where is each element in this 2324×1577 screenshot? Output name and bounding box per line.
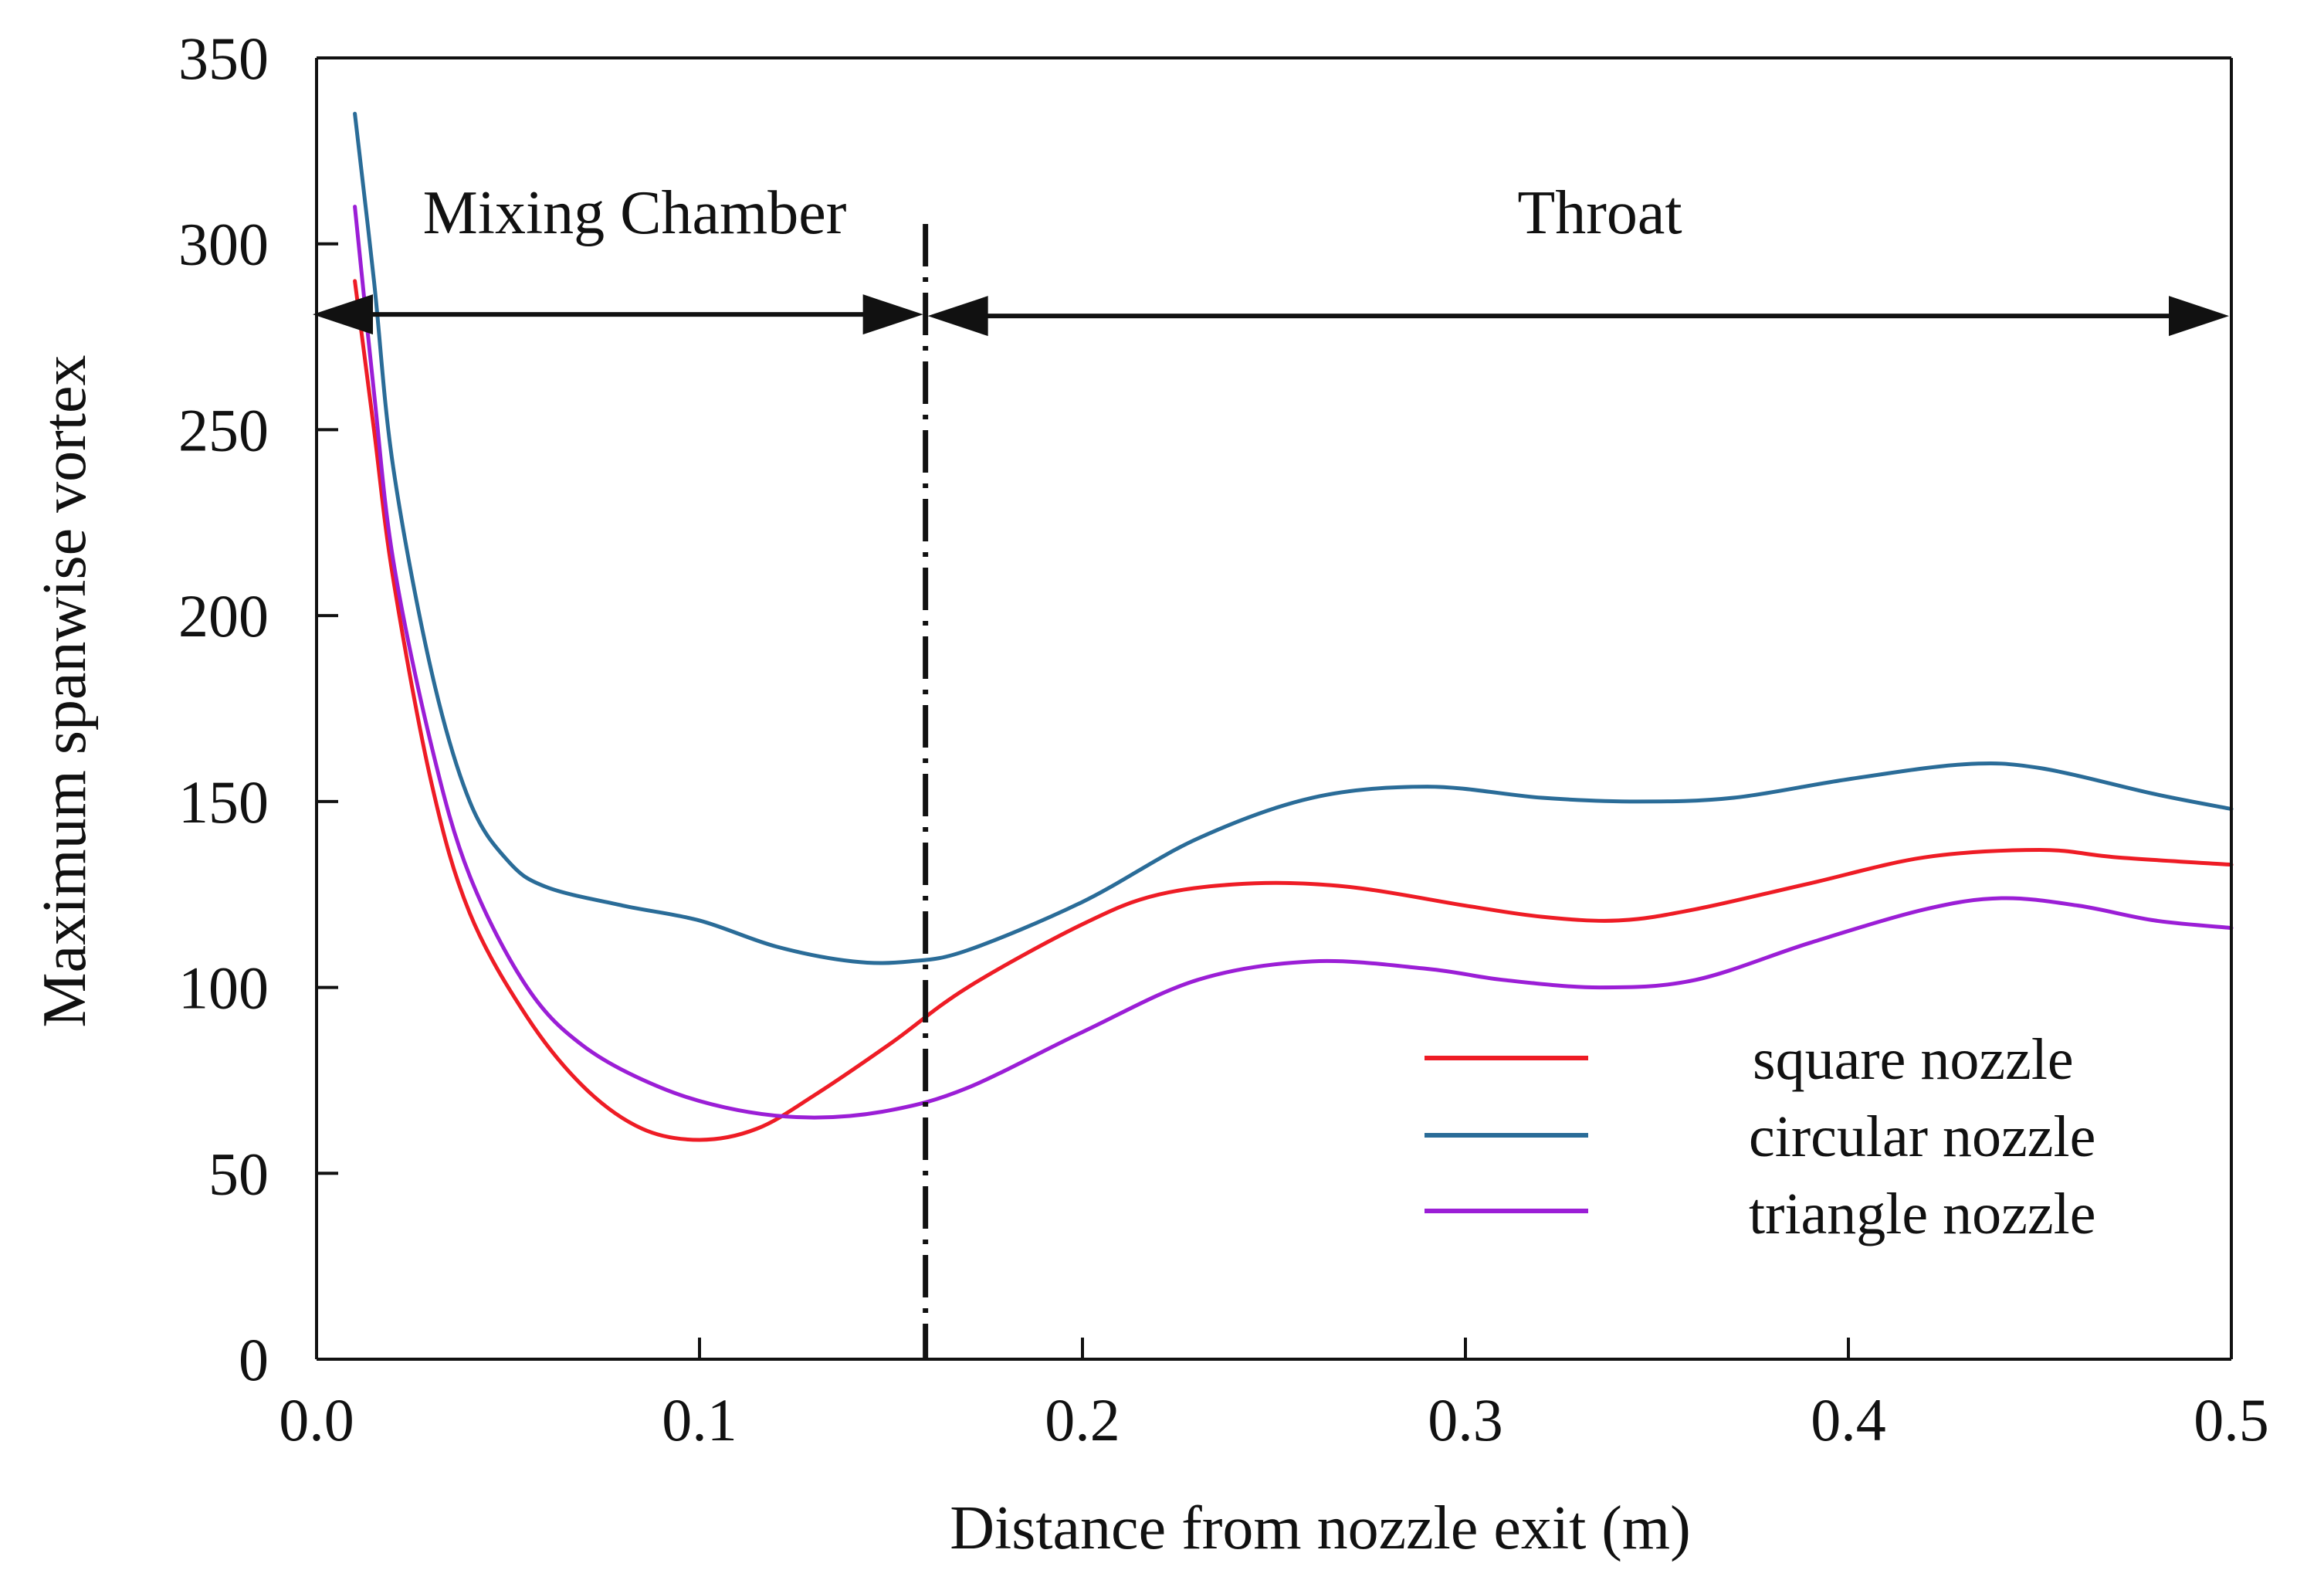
throat-arrow-right-head <box>2169 296 2229 337</box>
legend-label-square: square nozzle <box>1753 1027 2074 1092</box>
region-label-mixing-chamber: Mixing Chamber <box>423 179 847 247</box>
triangle-nozzle-line <box>353 205 2234 1120</box>
y-tick-label: 200 <box>178 582 269 649</box>
x-tick-label: 0.4 <box>1811 1386 1886 1453</box>
series-layer <box>353 111 2234 1142</box>
annotation-layer: Mixing Chamber Throat <box>313 179 2229 1359</box>
y-tick-label: 100 <box>178 955 269 1022</box>
x-tick-label: 0.1 <box>662 1386 737 1453</box>
mixing-chamber-arrow-right-head <box>862 294 923 335</box>
y-tick-label: 300 <box>178 211 269 278</box>
circular-nozzle-line <box>353 111 2234 965</box>
axes-layer <box>315 56 2233 1361</box>
x-tick-label: 0.0 <box>279 1386 354 1453</box>
legend: square nozzle circular nozzle triangle n… <box>1425 1027 2095 1246</box>
legend-label-circular: circular nozzle <box>1749 1104 2095 1169</box>
y-tick-label: 50 <box>208 1140 269 1207</box>
throat-arrow-left-head <box>927 296 988 337</box>
x-tick-label: 0.2 <box>1045 1386 1120 1453</box>
square-nozzle-line <box>353 279 2234 1142</box>
x-tick-label: 0.5 <box>2194 1386 2269 1453</box>
region-label-throat: Throat <box>1517 179 1682 247</box>
y-tick-label: 0 <box>239 1326 269 1393</box>
y-tick-label: 150 <box>178 768 269 836</box>
y-tick-label: 350 <box>178 25 269 92</box>
ticks-layer: 0.0 0.1 0.2 0.3 0.4 0.5 0 50 100 150 200 250 300 350 <box>178 25 2269 1453</box>
y-tick-label: 250 <box>178 396 269 463</box>
legend-label-triangle: triangle nozzle <box>1749 1182 2095 1246</box>
x-axis-title: Distance from nozzle exit (m) <box>950 1494 1691 1562</box>
mixing-chamber-arrow-left-head <box>313 294 373 335</box>
y-axis-title: Maximum spanwise vortex <box>31 355 99 1028</box>
x-tick-label: 0.3 <box>1428 1386 1503 1453</box>
